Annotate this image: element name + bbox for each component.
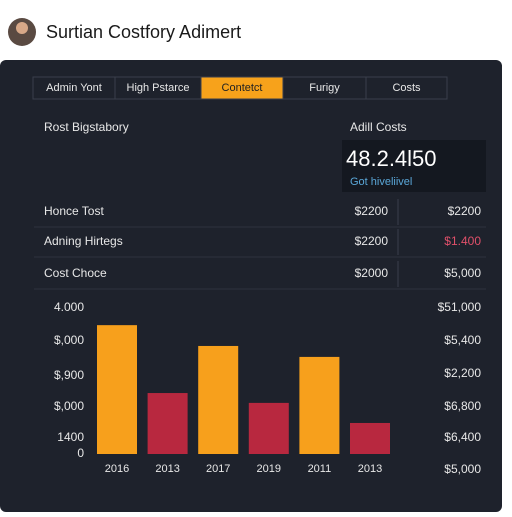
x-tick-label: 2016 — [105, 463, 129, 475]
y-tick-label: $,900 — [54, 368, 84, 382]
right-axis-label: $51,000 — [438, 300, 482, 314]
table-cell: $2200 — [355, 234, 389, 248]
tab-label[interactable]: Costs — [392, 82, 421, 94]
stat-box — [342, 140, 486, 192]
table-cell: $2200 — [448, 204, 482, 218]
x-tick-label: 2017 — [206, 463, 230, 475]
y-tick-label: 1400 — [57, 430, 84, 444]
x-tick-label: 2013 — [358, 463, 382, 475]
tab-label[interactable]: High Pstarce — [127, 82, 190, 94]
y-tick-label: $,000 — [54, 333, 84, 347]
table-cell: Cost Choce — [44, 266, 107, 280]
bar — [350, 422, 390, 454]
app-title: Surtian Costfory Adimert — [46, 22, 241, 42]
right-axis-label: $5,000 — [444, 462, 481, 476]
tab[interactable] — [365, 76, 448, 100]
right-axis-label: $6,800 — [444, 399, 481, 413]
right-axis-label: $5,400 — [444, 333, 481, 347]
bar — [248, 402, 289, 454]
table-cell: $1.400 — [444, 234, 481, 248]
bar — [299, 356, 340, 454]
tab-label[interactable]: Furigy — [309, 82, 340, 94]
x-tick-label: 2011 — [308, 463, 332, 475]
table-cell: Honce Tost — [44, 204, 104, 218]
table-cell: $2000 — [355, 266, 389, 280]
x-tick-label: 2013 — [155, 463, 179, 475]
section-heading: Rost Bigstabory — [44, 120, 129, 134]
y-tick-label: 0 — [77, 446, 84, 460]
bar — [97, 325, 137, 454]
stat-value: 48.2.4l50 — [346, 146, 437, 171]
y-tick-label: 4.000 — [54, 300, 84, 314]
table-cell: Adning Hirtegs — [44, 234, 123, 248]
section-heading: Adill Costs — [350, 120, 407, 134]
x-tick-label: 2019 — [257, 463, 281, 475]
y-tick-label: $,000 — [54, 399, 84, 413]
bar — [198, 345, 239, 454]
table-cell: $5,000 — [444, 266, 481, 280]
right-axis-label: $6,400 — [444, 430, 481, 444]
bar — [147, 393, 188, 454]
right-axis-label: $2,200 — [444, 366, 481, 380]
tab-label[interactable]: Admin Yont — [46, 82, 102, 94]
tab-label[interactable]: Contetct — [222, 82, 263, 94]
table-cell: $2200 — [355, 204, 389, 218]
stat-caption: Got hiveliivel — [350, 176, 412, 188]
avatar-face — [16, 22, 28, 34]
